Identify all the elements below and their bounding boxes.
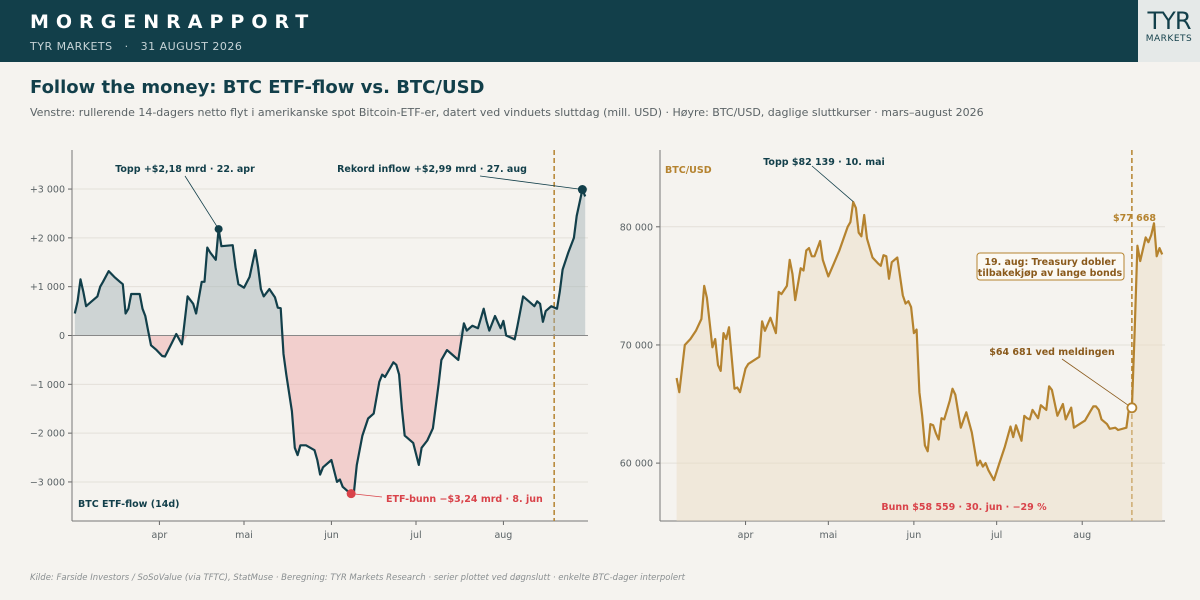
x-tick-label-left-0: apr: [152, 530, 168, 541]
report-header: MORGENRAPPORT TYR MARKETS · 31 AUGUST 20…: [0, 0, 1200, 62]
y-tick-label-right-1: 70 000: [620, 340, 653, 351]
btc-top-leader: [811, 165, 854, 202]
etf-record-point: [577, 185, 587, 195]
etf-bottom-point: [346, 489, 356, 499]
y-tick-label-left-5: +2 000: [30, 233, 65, 244]
etf-bottom-label: ETF-bunn −$3,24 mrd · 8. jun: [386, 494, 543, 505]
x-tick-label-right-1: mai: [819, 530, 837, 541]
x-tick-label-left-2: jun: [323, 530, 339, 541]
chart-title: Follow the money: BTC ETF-flow vs. BTC/U…: [30, 77, 485, 98]
tyr-logo: TYR MARKETS: [1138, 0, 1200, 62]
etf-outflow-area: [74, 335, 586, 494]
news-callout-line1: 19. aug: Treasury dobler: [984, 257, 1116, 268]
x-tick-label-left-1: mai: [235, 530, 253, 541]
btc-event-leader: [1061, 358, 1133, 409]
y-tick-label-left-1: −2 000: [30, 429, 65, 440]
btc-price-line: [675, 200, 1164, 482]
logo-main-text: TYR: [1147, 7, 1192, 35]
y-tick-label-right-2: 80 000: [620, 222, 653, 233]
etf-inflow-area: [74, 189, 586, 336]
report-brand: MORGENRAPPORT: [30, 11, 316, 33]
y-tick-label-left-0: −3 000: [30, 477, 65, 488]
btc-panel-label: BTC/USD: [665, 165, 712, 176]
etf-top-leader: [184, 175, 219, 230]
btc-last-label: $77 668: [1113, 213, 1156, 224]
btc-area: [676, 202, 1163, 521]
chart-subtitle: Venstre: rullerende 14-dagers netto flyt…: [30, 106, 984, 119]
report-subbrand: TYR MARKETS · 31 AUGUST 2026: [30, 40, 243, 53]
btc-event-point: [1126, 402, 1138, 414]
x-tick-label-left-3: jul: [409, 530, 421, 541]
y-tick-label-left-6: +3 000: [30, 185, 65, 196]
y-tick-label-left-3: 0: [59, 331, 65, 342]
x-tick-label-right-0: apr: [738, 530, 754, 541]
x-tick-label-left-4: aug: [494, 530, 512, 541]
etf-panel-label: BTC ETF-flow (14d): [78, 499, 179, 510]
etf-bottom-leader: [351, 493, 383, 498]
etf-flow-line: [73, 188, 587, 495]
etf-record-leader: [479, 175, 583, 190]
btc-bottom-label: Bunn $58 559 · 30. jun · −29 %: [881, 502, 1047, 513]
btc-event-label: $64 681 ved meldingen: [989, 347, 1115, 358]
source-footer: Kilde: Farside Investors / SoSoValue (vi…: [30, 573, 685, 583]
x-tick-label-right-3: jul: [990, 530, 1002, 541]
logo-sub-text: MARKETS: [1145, 34, 1193, 44]
btc-top-label: Topp $82 139 · 10. mai: [763, 157, 885, 168]
news-callout-line2: tilbakekjøp av lange bonds: [978, 268, 1123, 279]
etf-top-label: Topp +$2,18 mrd · 22. apr: [115, 164, 255, 175]
y-tick-label-left-4: +1 000: [30, 282, 65, 293]
news-callout-box: [976, 252, 1125, 281]
etf-top-point: [214, 225, 223, 234]
y-tick-label-right-0: 60 000: [620, 459, 653, 470]
x-tick-label-right-4: aug: [1073, 530, 1091, 541]
etf-record-label: Rekord inflow +$2,99 mrd · 27. aug: [337, 164, 527, 175]
x-tick-label-right-2: jun: [906, 530, 922, 541]
y-tick-label-left-2: −1 000: [30, 380, 65, 391]
